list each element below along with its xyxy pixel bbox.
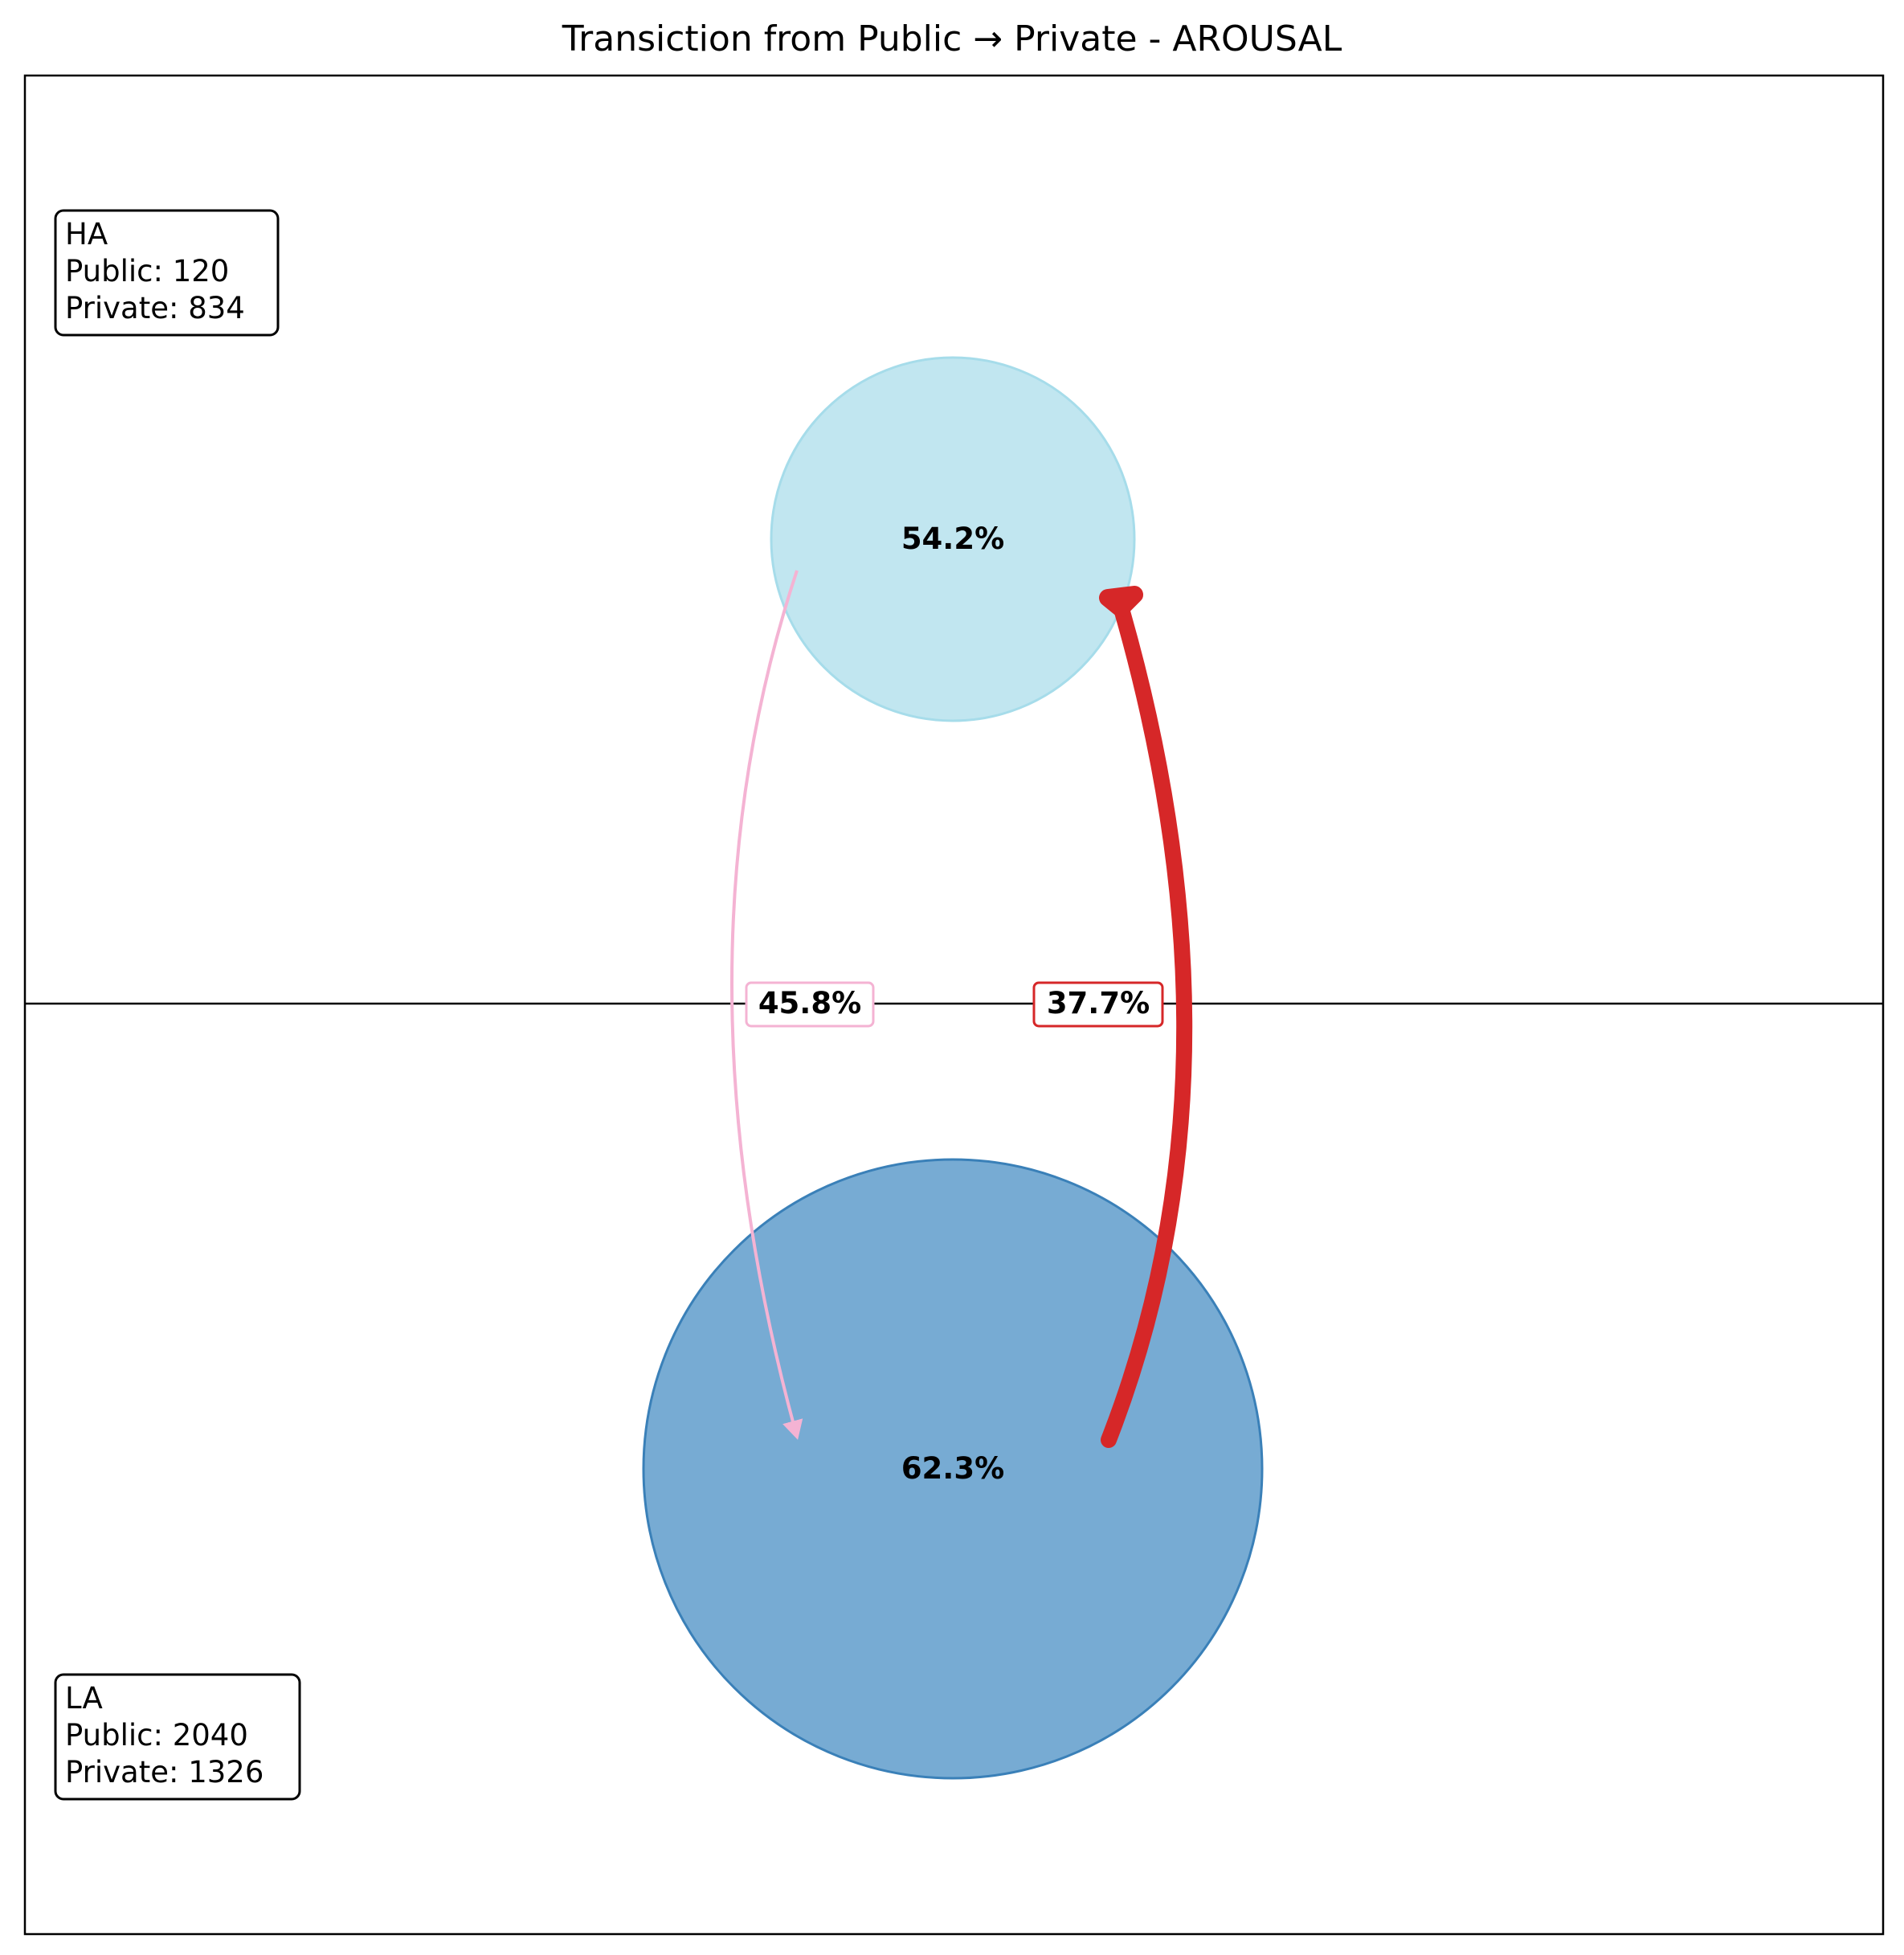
la-info-box [54, 1673, 301, 1801]
node-la-circle [642, 1158, 1264, 1780]
ha-info-label: HA [65, 217, 108, 252]
transition-la-to-ha-arrowhead [1099, 586, 1143, 617]
la-info-public: Public: 2040 [65, 1718, 248, 1753]
node-ha-percent: 54.2% [901, 521, 1004, 556]
ha-info-public: Public: 120 [65, 254, 229, 288]
transition-la-to-ha-label: 37.7% [1047, 986, 1150, 1020]
ha-info-box [54, 209, 280, 337]
plot-frame [23, 74, 1885, 1936]
node-ha-circle [770, 356, 1136, 722]
la-info-label: LA [65, 1681, 103, 1716]
transition-la-to-ha-label-box [1032, 981, 1164, 1028]
node-la-percent: 62.3% [901, 1451, 1004, 1486]
transition-la-to-ha-arrow [1101, 601, 1193, 1448]
la-info-private: Private: 1326 [65, 1755, 264, 1789]
chart-title: Transiction from Public → Private - AROU… [562, 18, 1342, 59]
transition-ha-to-la-label: 45.8% [758, 986, 861, 1020]
ha-info-private: Private: 834 [65, 291, 245, 325]
transition-ha-to-la-arrow [730, 570, 803, 1440]
transition-ha-to-la-label-box [745, 981, 875, 1028]
